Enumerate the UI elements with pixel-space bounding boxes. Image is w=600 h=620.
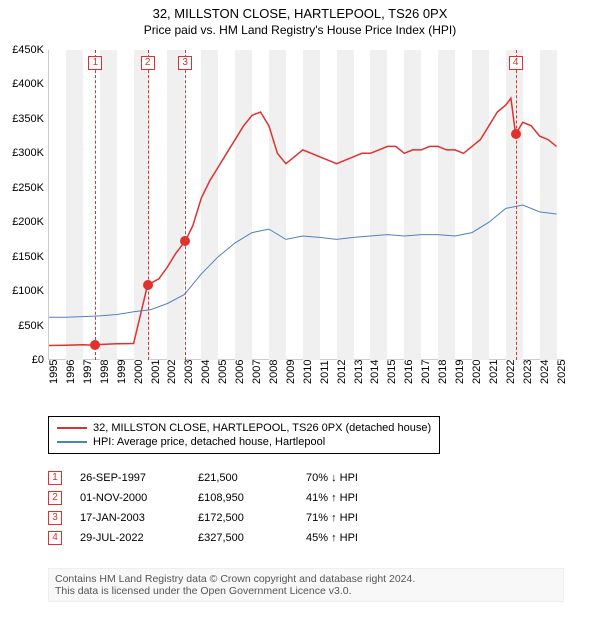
- footer-line1: Contains HM Land Registry data © Crown c…: [55, 573, 557, 585]
- ytick-label: £50K: [0, 320, 44, 332]
- xtick-label: 2010: [302, 360, 314, 384]
- series-hpi: [49, 205, 557, 317]
- row-num: 4: [48, 531, 62, 545]
- row-num: 3: [48, 511, 62, 525]
- xtick-label: 2019: [454, 360, 466, 384]
- sale-dot: [511, 129, 521, 139]
- row-price: £327,500: [198, 532, 288, 544]
- legend-label: 32, MILLSTON CLOSE, HARTLEPOOL, TS26 0PX…: [93, 422, 431, 434]
- xtick-label: 2016: [403, 360, 415, 384]
- table-row: 2 01-NOV-2000 £108,950 41% ↑ HPI: [48, 488, 396, 508]
- legend-box: 32, MILLSTON CLOSE, HARTLEPOOL, TS26 0PX…: [48, 416, 440, 454]
- ytick-label: £350K: [0, 113, 44, 125]
- xtick-label: 2006: [234, 360, 246, 384]
- chart-container: 32, MILLSTON CLOSE, HARTLEPOOL, TS26 0PX…: [0, 0, 600, 620]
- xtick-label: 2015: [386, 360, 398, 384]
- ytick-label: £250K: [0, 182, 44, 194]
- sale-vline: [148, 50, 149, 360]
- sale-marker-box: 2: [141, 56, 155, 70]
- xtick-label: 2001: [150, 360, 162, 384]
- row-price: £172,500: [198, 512, 288, 524]
- legend: 32, MILLSTON CLOSE, HARTLEPOOL, TS26 0PX…: [48, 416, 564, 454]
- table-row: 1 26-SEP-1997 £21,500 70% ↓ HPI: [48, 468, 396, 488]
- title-address: 32, MILLSTON CLOSE, HARTLEPOOL, TS26 0PX: [0, 6, 600, 21]
- sale-vline: [185, 50, 186, 360]
- ytick-label: £400K: [0, 78, 44, 90]
- xtick-label: 1995: [48, 360, 60, 384]
- sales-table: 1 26-SEP-1997 £21,500 70% ↓ HPI 2 01-NOV-2000…: [48, 468, 396, 548]
- xtick-label: 1996: [65, 360, 77, 384]
- xtick-label: 1999: [116, 360, 128, 384]
- ytick-label: £0: [0, 354, 44, 366]
- chart-lines: [49, 50, 565, 360]
- xtick-label: 2017: [420, 360, 432, 384]
- ytick-label: £300K: [0, 147, 44, 159]
- sale-vline: [95, 50, 96, 360]
- xtick-label: 2002: [166, 360, 178, 384]
- xtick-label: 2023: [522, 360, 534, 384]
- ytick-label: £450K: [0, 44, 44, 56]
- xtick-label: 2009: [285, 360, 297, 384]
- sale-marker-box: 4: [509, 56, 523, 70]
- ytick-label: £100K: [0, 285, 44, 297]
- row-num: 2: [48, 491, 62, 505]
- legend-label: HPI: Average price, detached house, Hart…: [93, 436, 325, 448]
- sale-dot: [90, 340, 100, 350]
- sale-vline: [516, 50, 517, 360]
- sale-marker-box: 3: [178, 56, 192, 70]
- footer: Contains HM Land Registry data © Crown c…: [48, 568, 564, 602]
- table-row: 3 17-JAN-2003 £172,500 71% ↑ HPI: [48, 508, 396, 528]
- row-diff: 45% ↑ HPI: [306, 532, 396, 544]
- title-subtitle: Price paid vs. HM Land Registry's House …: [0, 23, 600, 37]
- row-date: 01-NOV-2000: [80, 492, 180, 504]
- series-price_paid: [49, 98, 557, 345]
- row-diff: 70% ↓ HPI: [306, 472, 396, 484]
- xtick-label: 2022: [505, 360, 517, 384]
- sale-dot: [143, 280, 153, 290]
- row-date: 29-JUL-2022: [80, 532, 180, 544]
- xtick-label: 2014: [369, 360, 381, 384]
- plot-area: 1 2 3 4: [48, 50, 564, 360]
- xtick-label: 2000: [133, 360, 145, 384]
- xtick-label: 2003: [183, 360, 195, 384]
- row-diff: 71% ↑ HPI: [306, 512, 396, 524]
- row-price: £21,500: [198, 472, 288, 484]
- ytick-label: £200K: [0, 216, 44, 228]
- row-date: 26-SEP-1997: [80, 472, 180, 484]
- xtick-label: 2021: [488, 360, 500, 384]
- row-date: 17-JAN-2003: [80, 512, 180, 524]
- legend-row: HPI: Average price, detached house, Hart…: [57, 435, 431, 449]
- chart-area: 1234 £0£50K£100K£150K£200K£250K£300K£350…: [48, 50, 564, 380]
- xtick-label: 2018: [437, 360, 449, 384]
- footer-line2: This data is licensed under the Open Gov…: [55, 585, 557, 597]
- legend-swatch: [57, 427, 87, 429]
- xtick-label: 1997: [82, 360, 94, 384]
- legend-row: 32, MILLSTON CLOSE, HARTLEPOOL, TS26 0PX…: [57, 421, 431, 435]
- xtick-label: 2004: [200, 360, 212, 384]
- xtick-label: 2012: [336, 360, 348, 384]
- row-diff: 41% ↑ HPI: [306, 492, 396, 504]
- row-price: £108,950: [198, 492, 288, 504]
- sale-dot: [180, 236, 190, 246]
- legend-swatch: [57, 441, 87, 443]
- xtick-label: 1998: [99, 360, 111, 384]
- xtick-label: 2020: [471, 360, 483, 384]
- table-row: 4 29-JUL-2022 £327,500 45% ↑ HPI: [48, 528, 396, 548]
- xtick-label: 2024: [539, 360, 551, 384]
- xtick-label: 2008: [268, 360, 280, 384]
- row-num: 1: [48, 471, 62, 485]
- xtick-label: 2011: [319, 360, 331, 384]
- xtick-label: 2025: [556, 360, 568, 384]
- xtick-label: 2013: [353, 360, 365, 384]
- xtick-label: 2007: [251, 360, 263, 384]
- sale-marker-box: 1: [88, 56, 102, 70]
- xtick-label: 2005: [217, 360, 229, 384]
- ytick-label: £150K: [0, 251, 44, 263]
